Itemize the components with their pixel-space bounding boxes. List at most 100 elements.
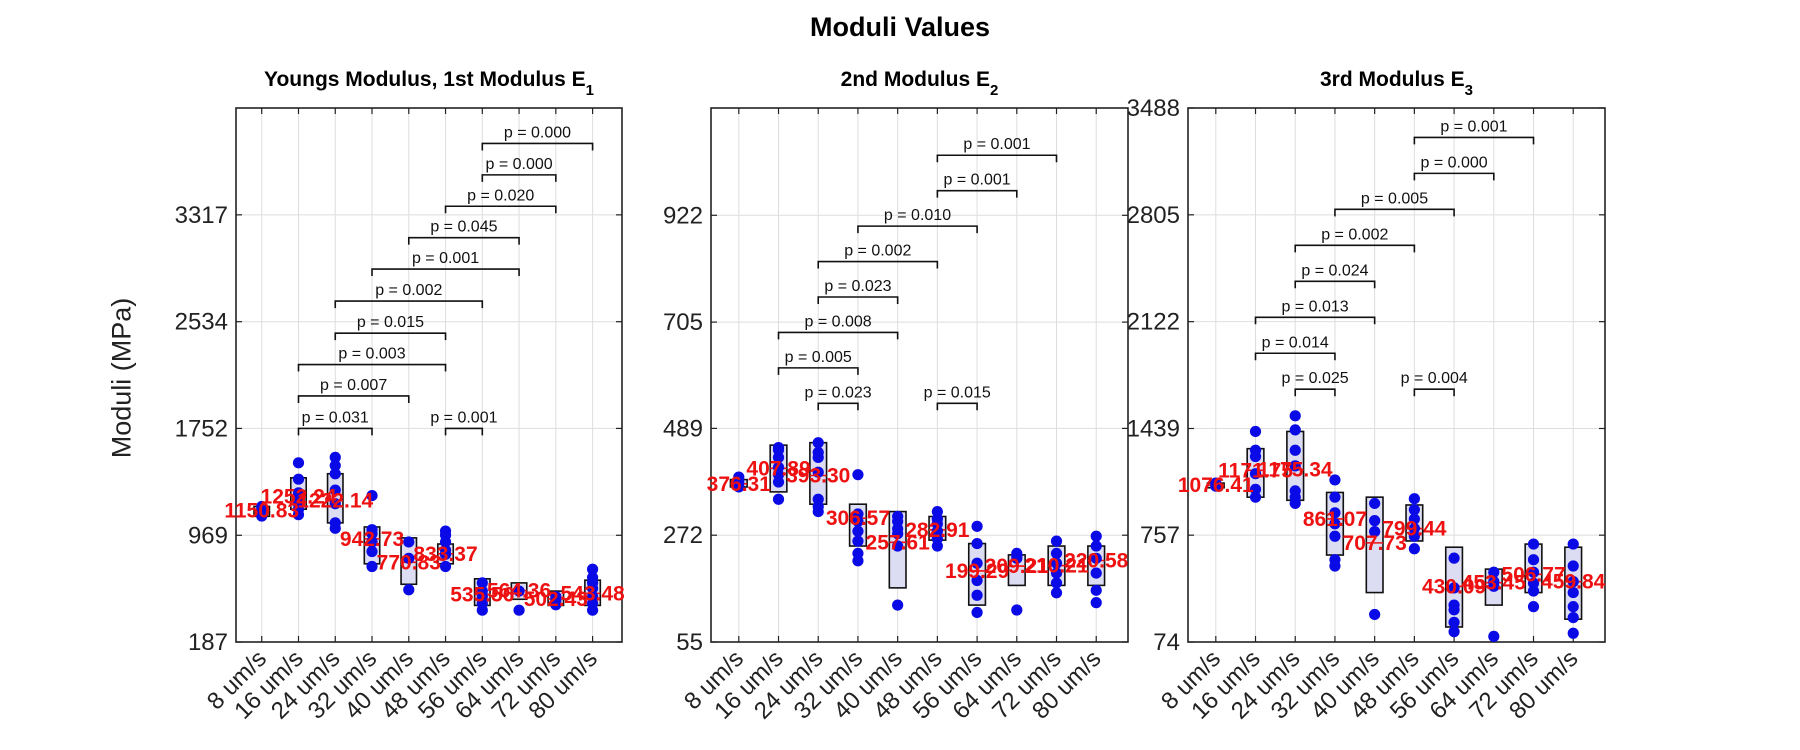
data-point	[366, 560, 378, 573]
p-value-label: p = 0.014	[1262, 334, 1329, 351]
data-point	[1448, 626, 1460, 638]
data-point	[403, 536, 415, 548]
significance-bracket	[1413, 136, 1535, 145]
significance-bracket	[817, 296, 899, 304]
significance-bracket	[1413, 388, 1455, 397]
data-point	[1567, 611, 1579, 624]
data-point	[329, 459, 341, 472]
data-point	[1249, 483, 1262, 495]
significance-bracket	[297, 427, 373, 436]
data-point	[476, 577, 488, 589]
data-point	[1527, 577, 1540, 589]
data-point	[1408, 543, 1420, 555]
p-value-label: p = 0.000	[504, 124, 571, 141]
p-value-label: p = 0.002	[844, 243, 911, 260]
p-value-label: p = 0.002	[1321, 226, 1388, 243]
data-point	[366, 545, 378, 558]
data-point	[1567, 627, 1579, 639]
data-point	[892, 599, 904, 611]
median-label: 209.21	[985, 555, 1050, 578]
data-point	[1210, 477, 1222, 489]
data-point	[852, 508, 864, 520]
data-point	[1090, 530, 1102, 542]
data-point	[1050, 557, 1063, 569]
data-point	[971, 574, 983, 587]
median-label: 564.36	[487, 580, 551, 603]
data-point	[1448, 552, 1460, 564]
median-label: 707.73	[1343, 532, 1407, 555]
data-point	[329, 451, 341, 463]
data-point	[1448, 616, 1460, 628]
significance-bracket	[297, 395, 410, 403]
data-point	[1329, 491, 1341, 503]
axes-frame	[1187, 107, 1606, 643]
p-value-label: p = 0.003	[338, 346, 405, 363]
median-label: 1076.41	[1178, 474, 1254, 497]
significance-bracket	[334, 332, 447, 341]
data-point	[329, 517, 341, 529]
data-point	[1011, 604, 1023, 616]
data-point	[772, 493, 785, 505]
significance-bracket	[1294, 280, 1376, 289]
significance-bracket	[371, 268, 520, 277]
data-point	[1090, 567, 1102, 579]
y-tick-label: 272	[663, 522, 703, 549]
y-tick-label: 922	[663, 202, 703, 229]
data-point	[366, 524, 378, 536]
y-tick-label: 489	[663, 415, 703, 442]
data-point	[1527, 566, 1540, 578]
data-point	[1408, 513, 1420, 525]
y-tick-label: 3488	[1127, 95, 1180, 122]
subplot-title: 2nd Modulus E2	[841, 68, 999, 99]
data-point	[1369, 608, 1381, 621]
p-value-label: p = 0.001	[1440, 118, 1507, 135]
data-point	[852, 535, 864, 547]
p-value-label: p = 0.013	[1281, 298, 1348, 315]
p-value-label: p = 0.005	[785, 349, 852, 366]
data-point	[1527, 601, 1540, 613]
p-value-label: p = 0.015	[357, 314, 424, 331]
significance-bracket	[936, 154, 1058, 163]
significance-bracket	[857, 225, 978, 234]
data-point	[852, 525, 864, 537]
median-label: 942.73	[340, 528, 404, 551]
data-point	[1249, 468, 1262, 480]
data-point	[439, 560, 452, 573]
data-point	[892, 540, 904, 552]
significance-bracket	[817, 402, 859, 411]
significance-bracket	[1334, 208, 1455, 217]
data-point	[971, 606, 983, 619]
median-label: 535.56	[450, 583, 514, 606]
data-point	[1249, 425, 1262, 438]
data-point	[329, 484, 341, 496]
median-label: 459.84	[1541, 571, 1606, 594]
data-point	[586, 590, 599, 603]
data-point	[403, 584, 415, 596]
median-label: 861.07	[1303, 508, 1367, 531]
y-tick-label: 74	[1153, 629, 1180, 656]
median-label: 1171.75	[1218, 459, 1293, 482]
p-value-label: p = 0.045	[430, 219, 497, 236]
y-tick-label: 1752	[175, 415, 228, 442]
data-point	[1369, 497, 1381, 510]
subplot-title: 3rd Modulus E3	[1320, 68, 1473, 99]
median-label: 393.30	[786, 465, 850, 488]
data-point	[1289, 485, 1301, 497]
data-point	[971, 520, 983, 532]
data-point	[292, 473, 305, 485]
data-point	[772, 461, 785, 473]
significance-bracket	[297, 363, 447, 372]
data-point	[812, 466, 824, 478]
median-label: 543.48	[560, 582, 625, 605]
significance-bracket	[1413, 172, 1495, 181]
median-label: 220.58	[1064, 550, 1129, 573]
axes-frame	[710, 107, 1129, 643]
axes-frame	[235, 107, 623, 643]
data-point	[1050, 587, 1063, 599]
median-label: 376.31	[707, 473, 772, 496]
data-point	[1408, 504, 1420, 516]
p-value-label: p = 0.031	[302, 409, 369, 426]
